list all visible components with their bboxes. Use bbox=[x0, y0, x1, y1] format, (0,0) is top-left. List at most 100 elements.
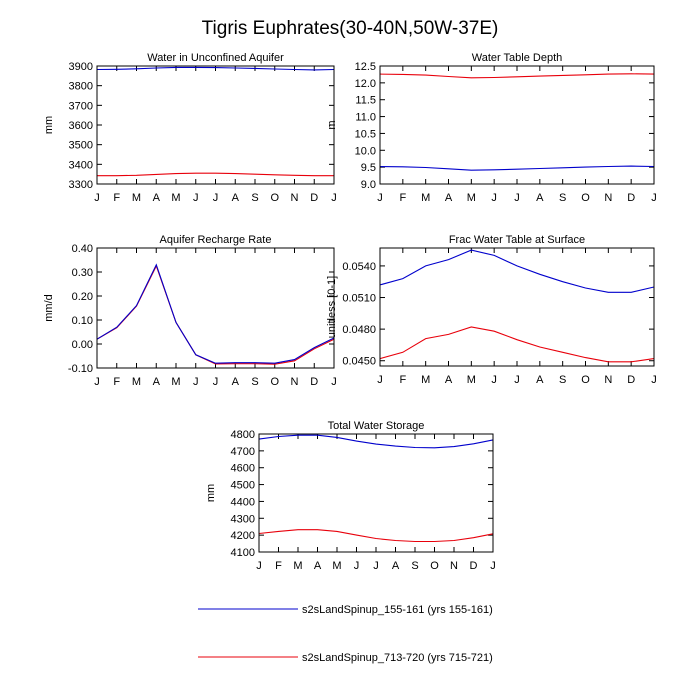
x-tick-label: D bbox=[627, 374, 635, 386]
x-tick-label: J bbox=[651, 374, 657, 386]
chart-title: Aquifer Recharge Rate bbox=[160, 234, 272, 246]
x-tick-label: J bbox=[354, 560, 360, 572]
legend: s2sLandSpinup_155-161 (yrs 155-161) s2sL… bbox=[198, 604, 493, 664]
series-line-run2 bbox=[258, 529, 494, 543]
x-tick-label: A bbox=[536, 192, 544, 204]
y-tick-label: 10.0 bbox=[355, 145, 376, 157]
x-tick-label: O bbox=[581, 374, 590, 386]
x-tick-label: J bbox=[373, 560, 379, 572]
y-tick-label: 4200 bbox=[231, 530, 255, 542]
x-tick-label: A bbox=[153, 376, 161, 388]
x-tick-label: M bbox=[293, 560, 302, 572]
y-tick-label: 3400 bbox=[69, 159, 93, 171]
chart-title: Frac Water Table at Surface bbox=[449, 234, 585, 246]
x-tick-label: N bbox=[604, 374, 612, 386]
y-tick-label: 3600 bbox=[69, 120, 93, 132]
x-tick-label: J bbox=[331, 376, 337, 388]
series-line-run2 bbox=[96, 264, 335, 365]
y-tick-label: 0.20 bbox=[72, 291, 93, 303]
x-tick-label: J bbox=[331, 192, 337, 204]
x-tick-label: D bbox=[310, 376, 318, 388]
y-tick-label: 9.5 bbox=[361, 162, 376, 174]
series-line-run1 bbox=[379, 165, 655, 171]
y-tick-label: 10.5 bbox=[355, 128, 376, 140]
x-tick-label: S bbox=[559, 374, 566, 386]
y-tick-label: 3800 bbox=[69, 81, 93, 93]
y-axis-label: unitless [0-1] bbox=[326, 276, 338, 338]
x-tick-label: A bbox=[445, 374, 453, 386]
y-tick-label: 9.0 bbox=[361, 179, 376, 191]
x-tick-label: J bbox=[651, 192, 657, 204]
plot-frame bbox=[96, 65, 335, 185]
x-tick-label: A bbox=[232, 376, 240, 388]
x-tick-label: A bbox=[314, 560, 322, 572]
series-line-run2 bbox=[379, 326, 655, 363]
x-tick-label: O bbox=[430, 560, 439, 572]
y-tick-label: 3700 bbox=[69, 100, 93, 112]
x-tick-label: S bbox=[559, 192, 566, 204]
x-tick-label: M bbox=[332, 560, 341, 572]
legend-label-run1: s2sLandSpinup_155-161 (yrs 155-161) bbox=[302, 604, 493, 616]
figure-title: Tigris Euphrates(30-40N,50W-37E) bbox=[202, 18, 499, 39]
x-tick-label: F bbox=[399, 192, 406, 204]
plot-frame bbox=[96, 247, 335, 369]
x-tick-label: N bbox=[291, 376, 299, 388]
chart-water-unconfined-aquifer: Water in Unconfined Aquifer 3300 3400 3500 3… bbox=[43, 52, 337, 204]
x-tick-label: O bbox=[270, 192, 279, 204]
x-tick-label: J bbox=[193, 192, 199, 204]
series-line-run1 bbox=[96, 66, 335, 71]
series-line-run2 bbox=[97, 172, 334, 177]
y-tick-label: 4500 bbox=[231, 480, 255, 492]
series-line-run1 bbox=[258, 434, 494, 449]
y-tick-label: 0.10 bbox=[72, 315, 93, 327]
chart-total-water-storage: Total Water Storage 4100 4200 4300 4400 4500 4… bbox=[205, 420, 496, 572]
x-tick-label: A bbox=[392, 560, 400, 572]
x-tick-label: M bbox=[467, 192, 476, 204]
plot-frame bbox=[379, 247, 655, 367]
chart-title: Water in Unconfined Aquifer bbox=[147, 52, 284, 64]
y-tick-label: 4700 bbox=[231, 446, 255, 458]
chart-water-table-depth: Water Table Depth 9.0 9.5 10.0 10.5 11.0 11.5 1… bbox=[326, 52, 657, 204]
x-tick-label: A bbox=[153, 192, 161, 204]
series-line-run2 bbox=[379, 73, 655, 79]
y-tick-label: 0.0540 bbox=[342, 261, 376, 273]
x-tick-label: J bbox=[94, 192, 100, 204]
y-tick-label: 11.5 bbox=[355, 95, 376, 107]
y-tick-label: 4600 bbox=[231, 463, 255, 475]
x-tick-label: F bbox=[113, 376, 120, 388]
x-tick-label: O bbox=[270, 376, 279, 388]
x-tick-label: D bbox=[470, 560, 478, 572]
x-tick-label: J bbox=[193, 376, 199, 388]
chart-frac-water-table-surface: Frac Water Table at Surface 0.0450 0.0480 0… bbox=[326, 234, 657, 386]
x-tick-label: N bbox=[450, 560, 458, 572]
y-tick-label: 0.30 bbox=[72, 267, 93, 279]
y-tick-label: -0.10 bbox=[68, 363, 93, 375]
y-tick-label: 0.00 bbox=[72, 339, 93, 351]
y-tick-label: 0.0480 bbox=[342, 324, 376, 336]
x-tick-label: M bbox=[421, 374, 430, 386]
y-tick-label: 12.0 bbox=[355, 78, 376, 90]
x-tick-label: J bbox=[490, 560, 496, 572]
y-tick-label: 12.5 bbox=[355, 61, 376, 73]
x-tick-label: J bbox=[213, 376, 219, 388]
x-tick-label: N bbox=[604, 192, 612, 204]
x-tick-label: M bbox=[467, 374, 476, 386]
y-tick-label: 0.0450 bbox=[342, 356, 376, 368]
x-tick-label: J bbox=[377, 192, 383, 204]
x-tick-label: O bbox=[581, 192, 590, 204]
series-line-run1 bbox=[379, 249, 655, 293]
x-tick-label: S bbox=[251, 376, 258, 388]
x-tick-label: N bbox=[291, 192, 299, 204]
legend-label-run2: s2sLandSpinup_713-720 (yrs 715-721) bbox=[302, 652, 493, 664]
y-tick-label: 3900 bbox=[69, 61, 93, 73]
x-tick-label: A bbox=[536, 374, 544, 386]
y-tick-label: 4300 bbox=[231, 513, 255, 525]
chart-title: Water Table Depth bbox=[472, 52, 563, 64]
x-tick-label: D bbox=[310, 192, 318, 204]
x-tick-label: A bbox=[232, 192, 240, 204]
chart-title: Total Water Storage bbox=[328, 420, 425, 432]
x-tick-label: M bbox=[171, 376, 180, 388]
x-tick-label: J bbox=[213, 192, 219, 204]
y-tick-label: 4800 bbox=[231, 429, 255, 441]
